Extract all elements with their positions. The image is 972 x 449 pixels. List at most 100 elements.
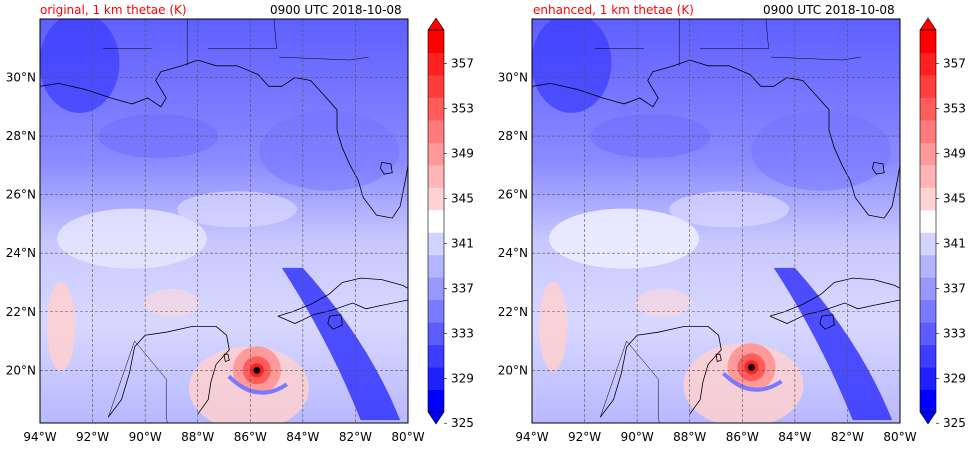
panel-time: 0900 UTC 2018-10-08 — [763, 3, 895, 17]
colorbar-segment — [920, 344, 936, 368]
lat-tick-label: 30°N — [498, 71, 528, 85]
lake-okeechobee — [871, 162, 885, 175]
colorbar-segment — [428, 322, 444, 346]
map-panel-original: 94°W 92°W 90°W 88°W 86°W 84°W 82°W 80°W 20°N 22°N… — [6, 17, 474, 444]
colorbar-segment — [920, 164, 936, 188]
lat-tick-label: 20°N — [6, 363, 36, 377]
colorbar-label: 337 — [451, 281, 474, 295]
low-thetae-band — [590, 114, 711, 159]
colorbar-extend-min — [919, 411, 937, 425]
colorbar-segment — [428, 119, 444, 143]
lon-tick-label: 88°W — [181, 430, 214, 444]
colorbar-segment — [428, 277, 444, 301]
colorbar-segment — [920, 209, 936, 233]
lon-tick-label: 82°W — [831, 430, 864, 444]
colorbar-segment — [920, 30, 936, 53]
state-border — [273, 19, 277, 49]
high-thetae-region — [177, 191, 298, 228]
colorbar-segment — [428, 344, 444, 368]
panel-original: original, 1 km thetae (K) 0900 UTC 2018-… — [6, 3, 474, 444]
country-border — [600, 340, 627, 418]
colorbar-label: 341 — [943, 236, 966, 250]
lat-tick-label: 26°N — [6, 188, 36, 202]
colorbar-segment — [920, 187, 936, 211]
low-thetae-region — [751, 110, 892, 191]
colorbar-segment — [920, 367, 936, 391]
map-field — [532, 19, 900, 423]
low-thetae-region — [40, 19, 120, 113]
colorbar-label: 353 — [943, 102, 966, 116]
yucatan-coastline — [107, 325, 230, 418]
colorbar-label: 329 — [451, 371, 474, 385]
panel-enhanced: enhanced, 1 km thetae (K) 0900 UTC 2018-… — [492, 0, 972, 449]
panel-title: original, 1 km thetae (K) — [40, 3, 187, 17]
lat-tick-label: 24°N — [498, 246, 528, 260]
lat-tick-label: 22°N — [498, 305, 528, 319]
spiral-band — [722, 371, 783, 392]
colorbar-segment — [428, 30, 444, 53]
high-thetae-region — [57, 208, 207, 269]
colorbar-segment — [428, 97, 444, 121]
lon-tick-label: 88°W — [673, 430, 706, 444]
colorbar-segment — [428, 209, 444, 233]
map-field — [40, 19, 408, 423]
colorbar-segment — [428, 299, 444, 323]
lon-tick-label: 84°W — [286, 430, 319, 444]
colorbar-frame — [919, 29, 937, 413]
colorbar-segment — [920, 119, 936, 143]
colorbar-segment — [428, 389, 444, 413]
lat-tick-label: 28°N — [6, 129, 36, 143]
warm-patch — [539, 281, 568, 372]
lon-tick-label: 82°W — [339, 430, 372, 444]
low-thetae-region — [532, 19, 612, 113]
lat-tick-label: 30°N — [6, 71, 36, 85]
lon-tick-label: 94°W — [23, 430, 56, 444]
colorbar-segment — [428, 142, 444, 166]
colorbar-segment — [920, 142, 936, 166]
lon-tick-label: 86°W — [726, 430, 759, 444]
colorbar-segment — [428, 254, 444, 278]
panel-time: 0900 UTC 2018-10-08 — [270, 3, 402, 17]
lon-tick-label: 84°W — [778, 430, 811, 444]
lon-tick-label: 90°W — [129, 430, 162, 444]
panel-title: enhanced, 1 km thetae (K) — [533, 3, 694, 17]
colorbar-label: 337 — [943, 281, 966, 295]
map-frame — [531, 18, 901, 424]
lon-tick-label: 92°W — [568, 430, 601, 444]
colorbar-segment — [428, 164, 444, 188]
colorbar-segment — [920, 299, 936, 323]
storm-center-marker — [253, 366, 261, 374]
warm-patch — [143, 288, 200, 317]
colorbar-segment — [920, 232, 936, 256]
colorbar-label: 333 — [451, 326, 474, 340]
lat-tick-label: 26°N — [498, 188, 528, 202]
colorbar-segment — [428, 232, 444, 256]
colorbar-label: 349 — [451, 147, 474, 161]
colorbar-label: 349 — [943, 147, 966, 161]
state-border — [279, 56, 369, 61]
country-border — [134, 340, 169, 423]
colorbar-segment — [920, 322, 936, 346]
lake-okeechobee — [379, 162, 393, 175]
colorbar-extend-max — [427, 17, 445, 31]
colorbar-extend-max — [919, 17, 937, 31]
low-thetae-band — [98, 114, 219, 159]
map-panel-enhanced: 94°W 92°W 90°W 88°W 86°W 84°W 82°W 80°W 20°N 22°N… — [498, 17, 966, 444]
colorbar-segment — [920, 97, 936, 121]
country-border — [626, 340, 661, 423]
cozumel-coastline — [715, 353, 722, 363]
low-thetae-region — [259, 110, 400, 191]
storm-center-marker — [747, 363, 755, 371]
colorbar-label: 333 — [943, 326, 966, 340]
borders — [595, 19, 861, 423]
colorbar-segment — [428, 187, 444, 211]
colorbar-segment — [428, 52, 444, 76]
lat-tick-label: 20°N — [498, 363, 528, 377]
colorbar-segment — [428, 367, 444, 391]
borders — [103, 19, 369, 423]
colorbar-label: 357 — [451, 57, 474, 71]
colorbar-label: 345 — [943, 192, 966, 206]
colorbar-segment — [428, 74, 444, 98]
yucatan-coastline — [599, 325, 722, 418]
colorbar-label: 325 — [943, 416, 966, 430]
